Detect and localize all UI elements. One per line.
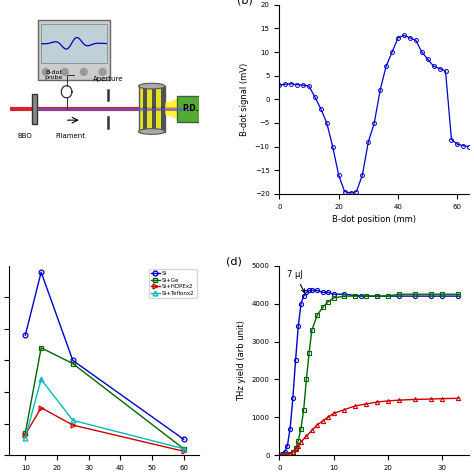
Text: 7 μJ: 7 μJ	[287, 270, 305, 292]
Text: B-dot
probe: B-dot probe	[44, 70, 63, 81]
Circle shape	[99, 69, 106, 75]
Circle shape	[61, 69, 68, 75]
Text: P.D.: P.D.	[182, 104, 199, 113]
Circle shape	[80, 69, 87, 75]
Bar	[147, 86, 152, 131]
Bar	[138, 86, 143, 131]
Y-axis label: THz yield (arb unit): THz yield (arb unit)	[237, 320, 246, 401]
FancyBboxPatch shape	[38, 20, 110, 81]
Text: (b): (b)	[237, 0, 253, 5]
Polygon shape	[165, 99, 178, 119]
FancyBboxPatch shape	[41, 24, 107, 64]
Bar	[156, 86, 161, 131]
Bar	[143, 86, 147, 131]
Bar	[138, 86, 165, 131]
Text: Filament: Filament	[55, 133, 85, 139]
Circle shape	[42, 69, 49, 75]
X-axis label: B-dot position (mm): B-dot position (mm)	[332, 215, 416, 224]
Text: (d): (d)	[226, 256, 242, 266]
FancyBboxPatch shape	[177, 96, 204, 122]
Text: Aperture: Aperture	[93, 76, 124, 82]
Text: BBO: BBO	[18, 133, 32, 139]
Legend: Si, Si+Ge, Si+HDPEx2, Si+Teflonx2: Si, Si+Ge, Si+HDPEx2, Si+Teflonx2	[149, 269, 197, 298]
Y-axis label: B-dot signal (mV): B-dot signal (mV)	[240, 63, 249, 136]
Ellipse shape	[138, 128, 165, 134]
Bar	[161, 86, 165, 131]
Ellipse shape	[138, 83, 165, 89]
Bar	[152, 86, 156, 131]
Bar	[32, 94, 37, 124]
